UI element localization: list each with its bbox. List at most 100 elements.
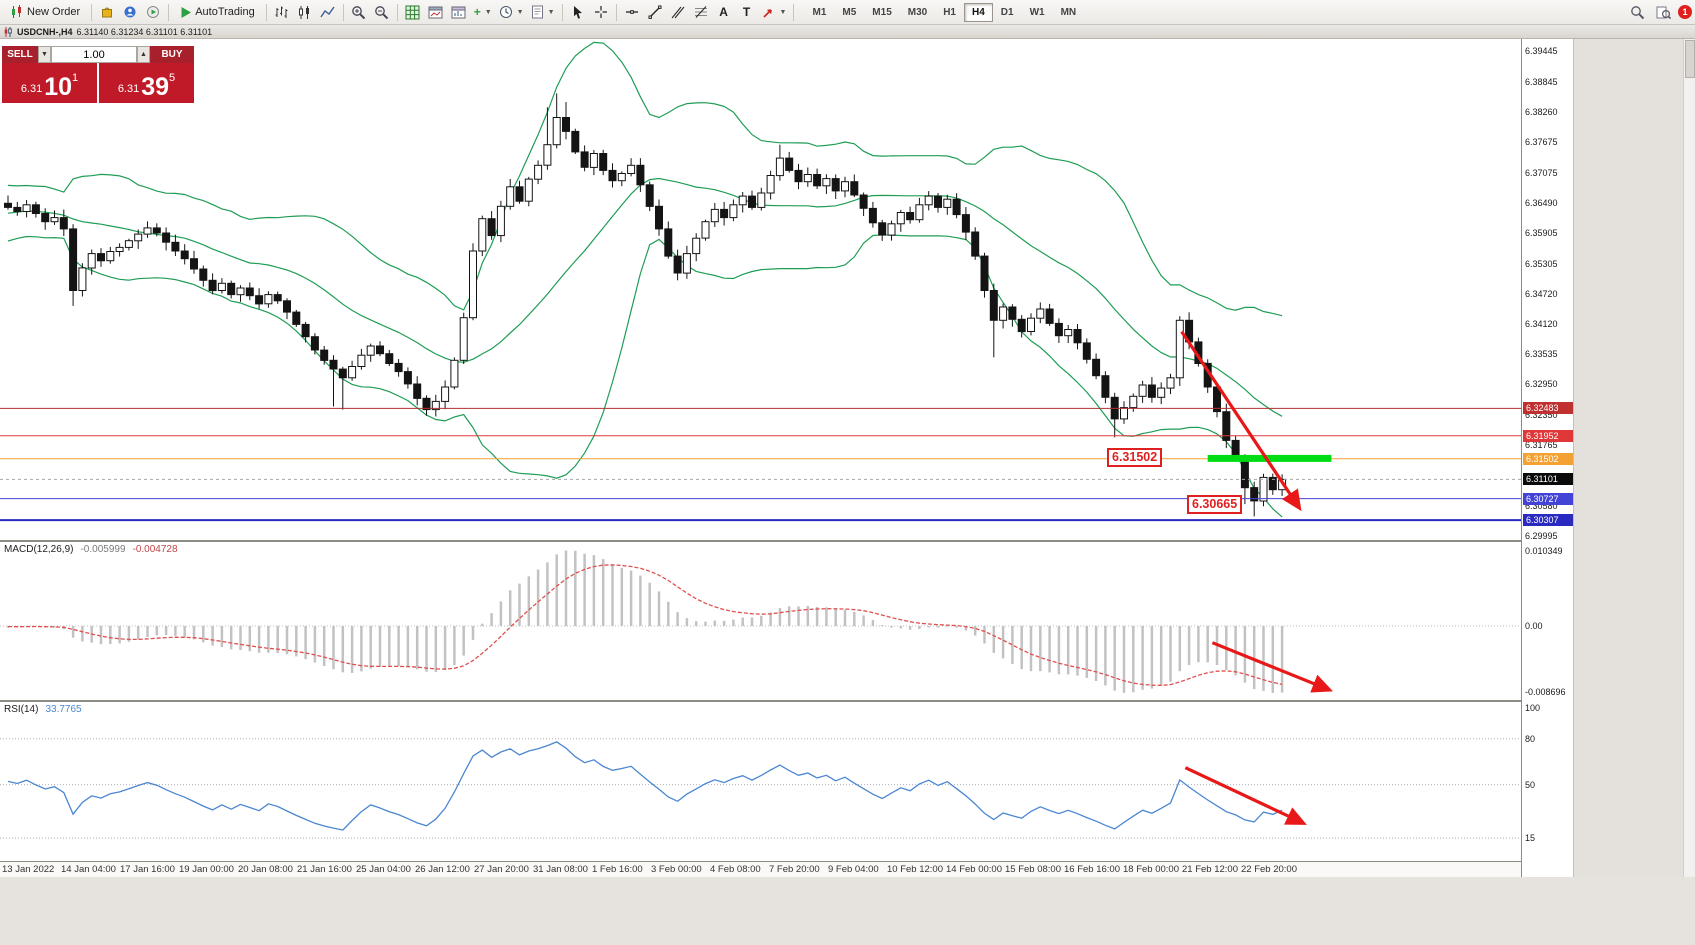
fibonacci-tool-button[interactable] bbox=[690, 2, 712, 23]
templates-button[interactable]: ▼ bbox=[528, 2, 558, 23]
new-order-button[interactable]: New Order bbox=[3, 2, 87, 23]
price-axis[interactable]: 6.39445 6.38845 6.38260 6.37675 6.37075 6.364… bbox=[1521, 39, 1573, 877]
bar-chart-button[interactable] bbox=[271, 2, 293, 23]
notification-badge[interactable]: 1 bbox=[1678, 5, 1692, 19]
chart-caption-icon bbox=[4, 26, 12, 37]
price-callout[interactable]: 6.30665 bbox=[1187, 495, 1243, 514]
chevron-down-icon: ▼ bbox=[516, 8, 524, 16]
line-chart-button[interactable] bbox=[317, 2, 339, 23]
time-label: 19 Jan 00:00 bbox=[179, 864, 234, 875]
search-button[interactable] bbox=[1626, 2, 1648, 23]
volume-increment-button[interactable]: ▲ bbox=[137, 46, 150, 63]
time-label: 22 Feb 20:00 bbox=[1241, 864, 1297, 875]
timeframe-button-MN[interactable]: MN bbox=[1053, 3, 1085, 22]
vertical-scrollbar[interactable] bbox=[1683, 39, 1695, 877]
trendline-tool-button[interactable] bbox=[644, 2, 666, 23]
caption-ohlc: 6.31140 6.31234 6.31101 6.31101 bbox=[76, 26, 213, 37]
symbol-search-button[interactable] bbox=[1652, 2, 1674, 23]
new-chart-window-button[interactable] bbox=[425, 2, 447, 23]
timeframe-button-H1[interactable]: H1 bbox=[935, 3, 964, 22]
macd-histogram bbox=[6, 550, 1284, 693]
label-tool-icon: T bbox=[742, 5, 751, 19]
chart-profile-button[interactable] bbox=[448, 2, 470, 23]
clock-icon bbox=[499, 6, 512, 18]
buy-header-button[interactable]: BUY bbox=[150, 46, 194, 63]
chart-objects bbox=[0, 330, 1521, 522]
time-label: 25 Jan 04:00 bbox=[356, 864, 411, 875]
chart-window-icon bbox=[428, 6, 443, 18]
macd-name: MACD(12,26,9) bbox=[4, 544, 74, 555]
channel-tool-button[interactable] bbox=[667, 2, 689, 23]
status-area bbox=[0, 877, 1695, 945]
toolbar-separator bbox=[91, 3, 93, 21]
sell-header-button[interactable]: SELL bbox=[2, 46, 38, 63]
time-label: 14 Jan 04:00 bbox=[61, 864, 116, 875]
panel-separator-1[interactable] bbox=[0, 540, 1521, 542]
chart-caption[interactable]: USDCNH-,H4 6.31140 6.31234 6.31101 6.311… bbox=[0, 25, 1695, 39]
right-gutter bbox=[1573, 39, 1695, 877]
zoom-out-button[interactable] bbox=[371, 2, 393, 23]
zoom-in-button[interactable] bbox=[348, 2, 370, 23]
rsi-axis-label: 15 bbox=[1525, 833, 1536, 843]
volume-decrement-button[interactable]: ▼ bbox=[38, 46, 51, 63]
chevron-down-icon: ▼ bbox=[779, 8, 787, 16]
time-label: 13 Jan 2022 bbox=[2, 864, 55, 875]
time-label: 21 Jan 16:00 bbox=[297, 864, 352, 875]
timeframe-button-D1[interactable]: D1 bbox=[993, 3, 1022, 22]
timeframe-button-M1[interactable]: M1 bbox=[804, 3, 834, 22]
crosshair-button[interactable] bbox=[590, 2, 612, 23]
rsi-canvas[interactable] bbox=[0, 702, 1521, 861]
toolbar-separator bbox=[793, 3, 795, 21]
ask-big-digits: 39 bbox=[141, 72, 170, 101]
panel-separator-2[interactable] bbox=[0, 700, 1521, 702]
trend-arrow bbox=[1180, 330, 1302, 512]
indicators-button[interactable]: + ▼ bbox=[471, 2, 495, 23]
cursor-button[interactable] bbox=[567, 2, 589, 23]
autotrading-label: AutoTrading bbox=[195, 6, 255, 18]
channel-icon bbox=[671, 6, 684, 19]
price-callout[interactable]: 6.31502 bbox=[1107, 448, 1163, 467]
main-chart-canvas[interactable] bbox=[0, 39, 1521, 540]
market-button[interactable] bbox=[96, 2, 118, 23]
shapes-tool-button[interactable]: ▼ bbox=[759, 2, 790, 23]
chevron-down-icon: ▼ bbox=[484, 8, 492, 16]
trendline-icon bbox=[648, 5, 662, 19]
buy-price-button[interactable]: 6.31 39 5 bbox=[99, 63, 194, 103]
bollinger-bands bbox=[7, 41, 1283, 518]
text-tool-button[interactable]: A bbox=[713, 2, 735, 23]
candlestick-chart-button[interactable] bbox=[294, 2, 316, 23]
macd-canvas[interactable] bbox=[0, 542, 1521, 700]
timeframe-button-H4[interactable]: H4 bbox=[964, 2, 993, 22]
signals-button[interactable] bbox=[119, 2, 141, 23]
price-tick: 6.38260 bbox=[1525, 107, 1558, 117]
timeframe-button-M5[interactable]: M5 bbox=[834, 3, 864, 22]
main-chart[interactable]: SELL ▼ ▲ BUY 6.31 10 1 6.31 bbox=[0, 39, 1521, 540]
volume-input[interactable] bbox=[52, 47, 136, 62]
toolbar-separator bbox=[396, 3, 398, 21]
rsi-panel[interactable]: RSI(14) 33.7765 bbox=[0, 702, 1521, 861]
timeframe-button-M15[interactable]: M15 bbox=[864, 3, 899, 22]
price-tick: 6.36490 bbox=[1525, 198, 1558, 208]
periods-button[interactable]: ▼ bbox=[496, 2, 527, 23]
macd-panel[interactable]: MACD(12,26,9) -0.005999 -0.004728 bbox=[0, 542, 1521, 700]
tile-windows-icon bbox=[405, 5, 420, 19]
vps-button[interactable] bbox=[142, 2, 164, 23]
crosshair-icon bbox=[594, 6, 607, 18]
hline-tool-button[interactable] bbox=[621, 2, 643, 23]
tile-windows-button[interactable] bbox=[402, 2, 424, 23]
autotrading-play-icon bbox=[181, 6, 192, 18]
timeframe-button-M30[interactable]: M30 bbox=[900, 3, 935, 22]
rsi-value: 33.7765 bbox=[45, 704, 82, 715]
autotrading-button[interactable]: AutoTrading bbox=[173, 2, 262, 23]
scrollbar-thumb[interactable] bbox=[1684, 40, 1695, 78]
time-label: 17 Jan 16:00 bbox=[120, 864, 175, 875]
time-axis[interactable]: 13 Jan 2022 14 Jan 04:00 17 Jan 16:00 19 Ja… bbox=[0, 861, 1521, 877]
label-tool-button[interactable]: T bbox=[736, 2, 758, 23]
bid-pip-digit: 1 bbox=[72, 72, 79, 84]
zoom-in-icon bbox=[352, 5, 366, 19]
timeframe-button-W1[interactable]: W1 bbox=[1022, 3, 1053, 22]
sell-price-button[interactable]: 6.31 10 1 bbox=[2, 63, 97, 103]
time-label: 26 Jan 12:00 bbox=[415, 864, 470, 875]
toolbar-separator bbox=[615, 3, 617, 21]
